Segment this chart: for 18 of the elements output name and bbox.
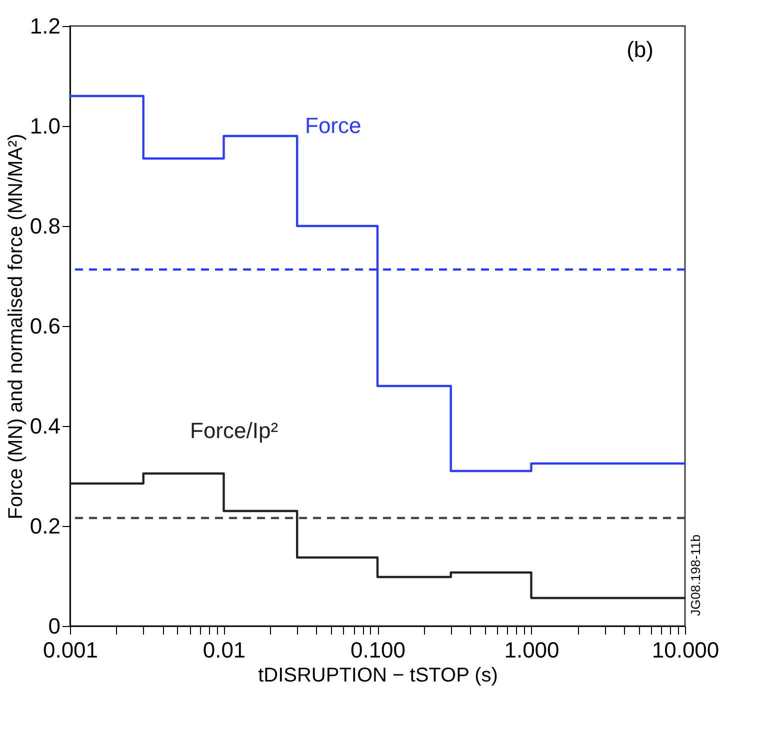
- y-tick-label: 0.6: [30, 314, 60, 338]
- x-tick-label: 10.000: [652, 638, 720, 662]
- y-tick-label: 0.8: [30, 214, 60, 238]
- y-tick-label: 0.4: [30, 414, 60, 438]
- text: JG08.198-11b: [688, 534, 703, 616]
- x-tick-label: 1.000: [504, 638, 560, 662]
- annotation: (b): [626, 37, 654, 62]
- x-tick-label: 0.100: [350, 638, 406, 662]
- x-axis-title: tDISRUPTION − tSTOP (s): [258, 664, 498, 686]
- x-tick-label: 0.01: [202, 638, 246, 662]
- series-label: Force/Ip²: [190, 418, 278, 443]
- y-axis-title: Force (MN) and normalised force (MN/MA²): [4, 134, 27, 520]
- x-tick-label: 0.001: [42, 638, 98, 662]
- y-tick-label: 0.2: [30, 514, 60, 538]
- y-tick-label: 0: [48, 614, 60, 638]
- y-tick-label: 1.0: [30, 114, 60, 138]
- series-label: Force: [305, 113, 362, 138]
- y-tick-label: 1.2: [30, 14, 60, 38]
